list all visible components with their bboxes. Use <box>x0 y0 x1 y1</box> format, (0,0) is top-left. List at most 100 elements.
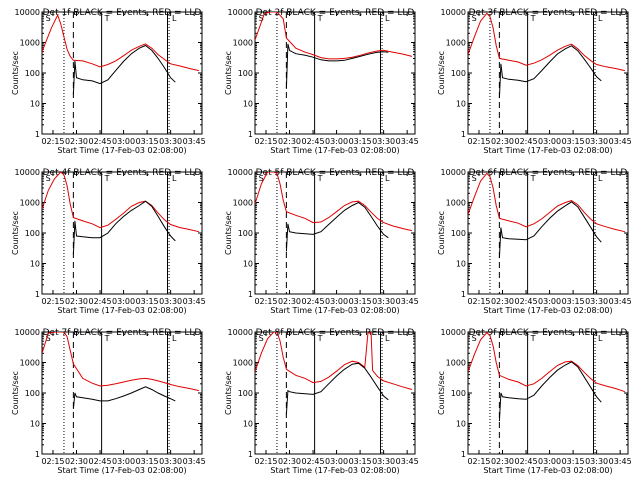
x-tick-label: 02:15 <box>467 457 490 466</box>
interval-label: S <box>259 174 264 183</box>
x-tick-label: 03:15 <box>136 457 159 466</box>
x-tick-label: 02:45 <box>302 297 325 306</box>
y-tick-label: 100 <box>25 389 40 398</box>
y-axis-label: Counts/sec <box>11 51 20 95</box>
series-events-line <box>285 362 389 415</box>
x-tick-label: 02:45 <box>515 137 538 146</box>
x-tick-label: 03:15 <box>349 297 372 306</box>
x-tick-label: 03:00 <box>538 137 561 146</box>
y-tick-label: 1 <box>248 130 253 139</box>
y-tick-label: 1000 <box>446 199 466 208</box>
x-tick-label: 02:30 <box>65 297 88 306</box>
interval-label: T <box>530 174 536 183</box>
y-tick-label: 10 <box>456 260 466 269</box>
y-tick-label: 100 <box>451 69 466 78</box>
x-tick-label: 03:15 <box>349 137 372 146</box>
x-tick-label: 03:00 <box>325 297 348 306</box>
interval-label: T <box>104 334 110 343</box>
x-tick-label: 02:45 <box>302 137 325 146</box>
y-axis-label: Counts/sec <box>437 371 446 415</box>
interval-label: S <box>472 334 477 343</box>
panel-title: Det 1f BLACK = Events, RED = LLD <box>43 8 202 18</box>
y-tick-label: 10000 <box>15 328 40 337</box>
panel-9: Det 9f BLACK = Events, RED = LLD 1 10 100 10… <box>437 328 632 475</box>
y-tick-label: 10 <box>30 260 40 269</box>
y-tick-label: 10000 <box>228 328 253 337</box>
panel-3: Det 3f BLACK = Events, RED = LLD 1 10 100 10… <box>437 8 632 155</box>
x-axis-label: Start Time (17-Feb-03 02:08:00) <box>483 146 612 155</box>
y-axis-label: Counts/sec <box>11 371 20 415</box>
x-tick-label: 03:30 <box>372 457 395 466</box>
y-axis-label: Counts/sec <box>437 51 446 95</box>
interval-label: T <box>530 14 536 23</box>
x-axis-label: Start Time (17-Feb-03 02:08:00) <box>57 146 186 155</box>
x-axis-label: Start Time (17-Feb-03 02:08:00) <box>57 466 186 475</box>
x-tick-label: 03:15 <box>562 297 585 306</box>
y-axis-label: Counts/sec <box>224 211 233 255</box>
x-tick-label: 03:45 <box>609 297 632 306</box>
x-tick-label: 03:00 <box>112 297 135 306</box>
series-events-line <box>285 201 389 252</box>
x-tick-label: 02:15 <box>254 457 277 466</box>
interval-label: S <box>259 14 264 23</box>
y-axis-label: Counts/sec <box>224 51 233 95</box>
interval-label: L <box>598 334 603 343</box>
x-tick-label: 02:30 <box>65 137 88 146</box>
x-tick-label: 02:30 <box>491 137 514 146</box>
series-events-line <box>72 386 176 409</box>
plot-frame <box>41 331 203 455</box>
x-tick-label: 02:15 <box>41 457 64 466</box>
x-tick-label: 02:45 <box>89 297 112 306</box>
y-axis-label: Counts/sec <box>224 371 233 415</box>
panel-1: Det 1f BLACK = Events, RED = LLD 1 10 100 10… <box>11 8 206 155</box>
x-tick-label: 02:30 <box>278 297 301 306</box>
x-tick-label: 03:30 <box>372 297 395 306</box>
series-lld-line <box>255 12 413 60</box>
panel-2: Det 2f BLACK = Events, RED = LLD 1 10 100 10… <box>224 8 419 155</box>
x-tick-label: 03:45 <box>183 457 206 466</box>
y-tick-label: 100 <box>25 69 40 78</box>
interval-label: L <box>598 14 603 23</box>
series-lld-line <box>42 172 200 233</box>
y-tick-label: 1000 <box>446 39 466 48</box>
x-tick-label: 03:30 <box>159 457 182 466</box>
x-tick-label: 03:45 <box>183 297 206 306</box>
y-tick-label: 100 <box>238 69 253 78</box>
x-axis-label: Start Time (17-Feb-03 02:08:00) <box>270 306 399 315</box>
y-tick-label: 10000 <box>15 168 40 177</box>
panel-title: Det 6f BLACK = Events, RED = LLD <box>469 168 628 178</box>
series-lld-line <box>42 13 200 72</box>
x-tick-label: 03:45 <box>183 137 206 146</box>
x-tick-label: 02:45 <box>515 297 538 306</box>
y-tick-label: 10 <box>456 100 466 109</box>
y-tick-label: 1000 <box>20 199 40 208</box>
x-axis-label: Start Time (17-Feb-03 02:08:00) <box>270 146 399 155</box>
x-tick-label: 03:15 <box>136 137 159 146</box>
x-tick-label: 02:45 <box>89 457 112 466</box>
y-tick-label: 10 <box>30 420 40 429</box>
plot-frame <box>254 171 416 295</box>
y-tick-label: 10000 <box>441 328 466 337</box>
x-axis-label: Start Time (17-Feb-03 02:08:00) <box>270 466 399 475</box>
series-events-line <box>498 201 602 259</box>
panel-8: Det 8f BLACK = Events, RED = LLD 1 10 100 10… <box>224 328 419 475</box>
x-tick-label: 03:30 <box>585 297 608 306</box>
x-tick-label: 03:45 <box>609 137 632 146</box>
series-events-line <box>72 44 176 95</box>
x-tick-label: 03:15 <box>349 457 372 466</box>
y-axis-label: Counts/sec <box>11 211 20 255</box>
panel-title: Det 3f BLACK = Events, RED = LLD <box>469 8 628 18</box>
y-tick-label: 10000 <box>228 168 253 177</box>
x-tick-label: 02:45 <box>302 457 325 466</box>
y-tick-label: 1 <box>248 290 253 299</box>
series-lld-line <box>255 172 413 232</box>
x-tick-label: 03:45 <box>396 457 419 466</box>
y-tick-label: 100 <box>451 229 466 238</box>
series-lld-line <box>468 172 626 233</box>
panel-title: Det 9f BLACK = Events, RED = LLD <box>469 328 628 338</box>
x-tick-label: 02:30 <box>491 457 514 466</box>
series-lld-line <box>42 332 200 392</box>
interval-label: T <box>317 14 323 23</box>
y-tick-label: 1 <box>35 130 40 139</box>
x-tick-label: 03:15 <box>562 137 585 146</box>
